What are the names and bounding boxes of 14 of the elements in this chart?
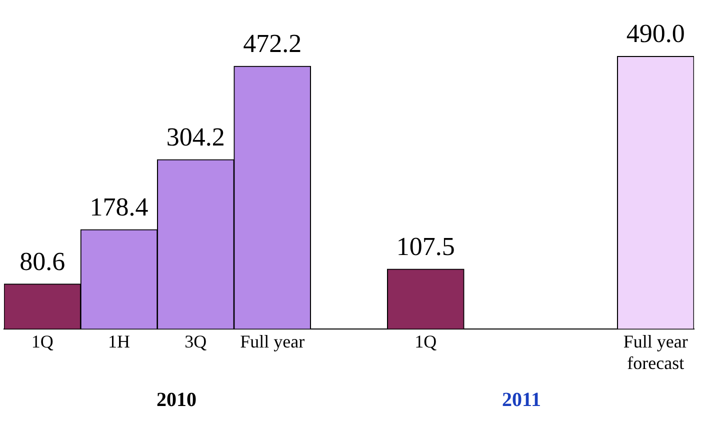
text: 2011 [502,389,541,411]
x-tick-label: Full year forecast [623,331,688,373]
x-tick-label: 1Q [414,331,437,352]
data-label: 178.4 [90,192,148,222]
text: 2010 [156,389,196,411]
data-label: 472.2 [243,29,302,58]
x-tick-label: Full year [240,331,305,352]
data-label: 304.2 [166,122,225,152]
data-label: 80.6 [20,246,66,276]
data-label: 490.0 [626,19,685,48]
data-label: 107.5 [396,232,455,261]
x-tick-label: 1Q [31,331,54,352]
x-tick-label: 1H [108,331,130,352]
x-tick-label: 3Q [184,331,207,352]
